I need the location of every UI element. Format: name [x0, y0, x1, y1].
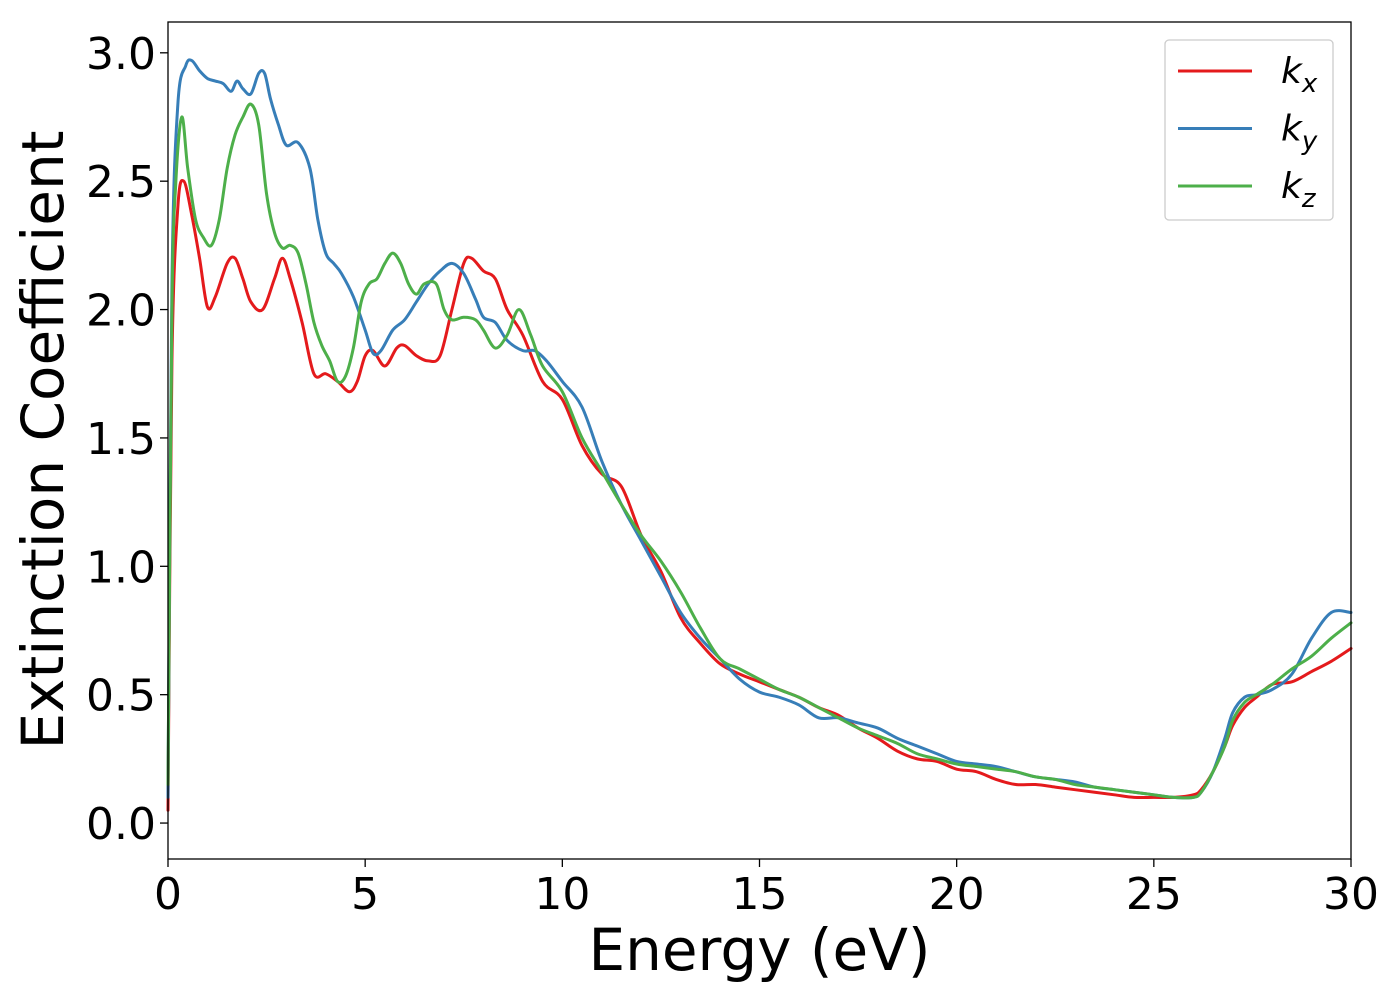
y-tick-label: 1.0	[86, 542, 156, 593]
y-tick-label: 2.5	[86, 157, 156, 208]
y-tick-label: 1.5	[86, 414, 156, 465]
series-line-z	[166, 102, 1353, 800]
x-tick-label: 20	[929, 869, 985, 920]
x-tick-label: 10	[534, 869, 590, 920]
legend-entries: kx ky kz	[1178, 51, 1318, 214]
y-tick-label: 3.0	[86, 29, 156, 80]
y-axis-label: Extinction Coefficient	[9, 131, 77, 750]
x-tick-label: 30	[1323, 869, 1379, 920]
y-tick-label: 0.5	[86, 671, 156, 722]
x-tick-label: 5	[351, 869, 379, 920]
series-line-x	[166, 178, 1353, 812]
plot-background	[168, 22, 1351, 859]
x-tick-label: 0	[154, 869, 182, 920]
y-tick-label: 2.0	[86, 286, 156, 337]
legend: kx ky kz	[1164, 39, 1334, 221]
legend-label-y: ky	[1281, 109, 1318, 157]
x-axis-label: Energy (eV)	[588, 916, 930, 984]
legend-label-x: kx	[1281, 51, 1318, 99]
y-axis-ticks: 0.0 0.5 1.0 1.5 2.0 2.5 3.0	[86, 29, 168, 850]
x-axis-ticks: 0 5 10 15 20 25 30	[154, 859, 1379, 920]
y-tick-label: 0.0	[86, 799, 156, 850]
series-layer	[166, 58, 1353, 812]
legend-label-z: kz	[1281, 166, 1317, 214]
x-tick-label: 25	[1126, 869, 1182, 920]
x-tick-label: 15	[732, 869, 788, 920]
